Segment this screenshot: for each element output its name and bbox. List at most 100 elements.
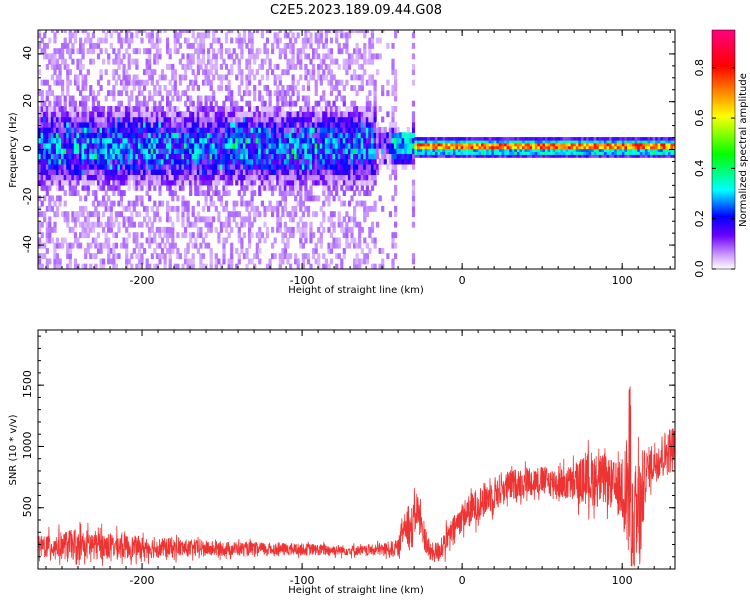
spectrogram-cell <box>373 137 377 144</box>
spectrogram-cell <box>207 221 211 228</box>
spectrogram-cell <box>314 179 318 186</box>
spectrogram-cell <box>355 221 359 228</box>
spectrogram-cell <box>273 127 277 133</box>
spectrogram-cell <box>207 158 211 165</box>
spectrogram-cell <box>61 127 65 133</box>
spectrogram-cell <box>299 111 303 118</box>
spectrogram-cell <box>43 163 47 170</box>
spectrogram-cell <box>616 154 620 158</box>
spectrogram-cell <box>237 174 241 181</box>
spectrogram-cell <box>265 179 270 186</box>
spectrogram-cell <box>132 169 136 175</box>
spectrogram-cell <box>370 111 375 118</box>
spectrogram-cell <box>91 211 95 218</box>
spectrogram-cell <box>332 127 336 133</box>
y-tick-label: 0 <box>21 145 34 152</box>
spectrogram-cell <box>365 137 369 144</box>
spectrogram-cell <box>207 216 211 223</box>
spectrogram-cell <box>547 151 551 155</box>
spectrogram-cell <box>514 154 518 158</box>
spectrogram-cell <box>260 137 264 144</box>
spectrogram-cell <box>358 153 362 160</box>
spectrogram-cell <box>665 139 669 144</box>
spectrogram-cell <box>276 121 280 128</box>
spectrogram-cell <box>137 158 142 165</box>
spectrogram-cell <box>122 179 126 186</box>
spectrogram-cell <box>509 137 513 141</box>
spectrogram-cell <box>48 205 52 212</box>
spectrogram-cell <box>58 242 62 249</box>
spectrogram-cell <box>304 37 308 44</box>
spectrogram-cell <box>312 121 316 128</box>
spectrogram-cell <box>250 142 254 149</box>
spectrogram-cell <box>394 221 398 228</box>
spectrogram-cell <box>242 121 247 128</box>
spectrogram-cell <box>224 111 229 118</box>
spectrogram-cell <box>358 121 362 128</box>
spectrogram-cell <box>89 153 93 160</box>
spectrogram-cell <box>137 248 142 254</box>
spectrogram-cell <box>440 148 444 152</box>
spectrogram-cell <box>181 121 185 128</box>
spectrogram-cell <box>350 137 354 144</box>
spectrogram-cell <box>63 216 67 223</box>
spectrogram-cell <box>38 242 42 249</box>
spectrogram-cell <box>127 53 131 60</box>
spectrogram-cell <box>306 174 311 181</box>
spectrogram-cell <box>99 85 103 91</box>
spectrogram-cell <box>327 79 331 86</box>
spectrogram-cell <box>43 127 47 133</box>
spectrogram-cell <box>468 151 472 155</box>
spectrogram-cell <box>345 226 349 233</box>
spectrogram-cell <box>79 169 83 175</box>
spectrogram-cell <box>91 179 95 186</box>
spectrogram-cell <box>235 221 239 228</box>
spectrogram-cell <box>137 85 142 91</box>
spectrogram-cell <box>452 148 457 152</box>
spectrogram-cell <box>411 69 416 76</box>
spectrogram-cell <box>353 179 357 186</box>
spectrogram-cell <box>132 153 136 160</box>
spectrogram-cell <box>350 127 354 133</box>
spectrogram-cell <box>43 169 47 175</box>
spectrogram-cell <box>40 174 44 181</box>
spectrogram-cell <box>301 111 305 118</box>
spectrogram-cell <box>160 158 165 165</box>
spectrogram-cell <box>207 205 211 212</box>
spectrogram-cell <box>224 95 229 102</box>
spectrogram-cell <box>319 142 323 149</box>
spectrogram-cell <box>158 90 162 97</box>
spectrogram-cell <box>58 163 62 170</box>
spectrogram-cell <box>358 169 362 175</box>
spectrogram-cell <box>143 248 147 254</box>
spectrogram-cell <box>58 100 62 107</box>
spectrogram-cell <box>552 142 556 147</box>
spectrogram-cell <box>163 85 167 91</box>
spectrogram-cell <box>178 42 182 49</box>
spectrogram-cell <box>199 121 203 128</box>
spectrogram-cell <box>73 79 78 86</box>
spectrogram-cell <box>668 148 672 152</box>
spectrogram-cell <box>153 237 157 244</box>
spectrogram-cell <box>557 154 561 158</box>
spectrogram-cell <box>309 148 313 154</box>
spectrogram-cell <box>291 74 295 81</box>
spectrogram-cell <box>322 111 326 118</box>
spectrogram-cell <box>478 137 482 141</box>
spectrogram-cell <box>135 242 139 249</box>
spectrogram-cell <box>376 142 380 149</box>
spectrogram-cell <box>273 63 277 70</box>
spectrogram-cell <box>619 154 623 158</box>
spectrogram-cell <box>248 242 252 249</box>
spectrogram-cell <box>94 116 98 123</box>
spectrogram-cell <box>332 158 336 165</box>
spectrogram-cell <box>299 74 303 81</box>
spectrogram-cell <box>522 151 526 155</box>
spectrogram-cell <box>53 158 57 165</box>
spectrogram-cell <box>322 253 326 260</box>
spectrogram-cell <box>114 263 118 269</box>
spectrogram-cell <box>204 174 208 181</box>
spectrogram-cell <box>340 132 344 139</box>
spectrogram-cell <box>271 169 275 175</box>
spectrogram-cell <box>573 154 577 158</box>
